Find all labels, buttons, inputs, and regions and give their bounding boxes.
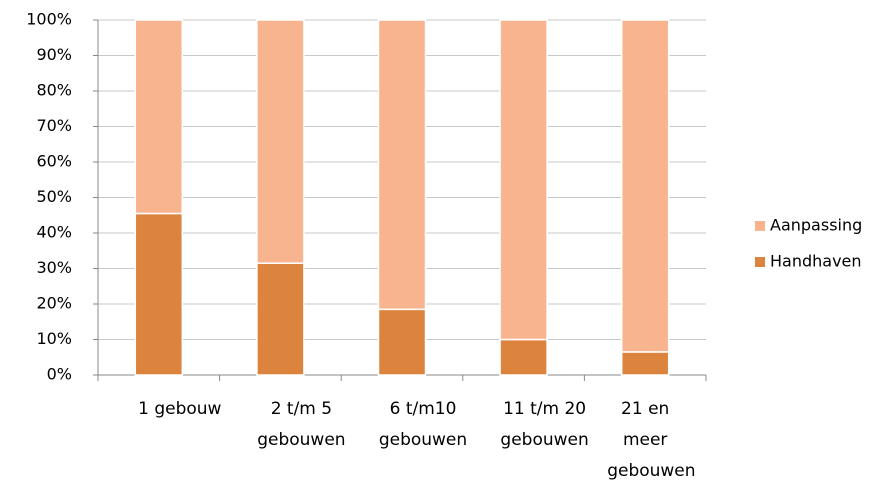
y-tick-label: 40% <box>36 223 72 242</box>
legend-swatch <box>755 221 765 231</box>
legend-swatch <box>755 257 765 267</box>
y-tick-label: 30% <box>36 258 72 277</box>
y-tick-label: 70% <box>36 116 72 135</box>
y-tick-label: 0% <box>47 365 72 384</box>
x-tick-label: 21 en meer gebouwen <box>607 399 696 481</box>
x-tick-label: 11 t/m 20 gebouwen <box>500 399 589 450</box>
bar-segment <box>499 19 548 341</box>
x-tick-label: 2 t/m 5 gebouwen <box>257 399 346 450</box>
y-tick-label: 60% <box>36 152 72 171</box>
y-tick-label: 100% <box>26 10 72 29</box>
legend-label: Aanpassing <box>770 216 862 235</box>
legend-label: Handhaven <box>770 252 862 271</box>
y-tick-label: 10% <box>36 329 72 348</box>
bar-segment <box>499 338 548 376</box>
y-tick-label: 80% <box>36 81 72 100</box>
bar-segment <box>620 19 670 353</box>
x-tick-label: 1 gebouw <box>138 399 222 419</box>
x-tick-label: 6 t/m10 gebouwen <box>378 399 468 450</box>
bar-segment <box>256 19 305 264</box>
bar-segment <box>377 19 427 311</box>
bar-segment <box>256 262 305 376</box>
y-tick-label: 20% <box>36 294 72 313</box>
y-tick-label: 90% <box>36 45 72 64</box>
bar-segment <box>134 212 184 376</box>
y-tick-label: 50% <box>36 187 72 206</box>
bar-segment <box>377 308 427 376</box>
bar-segment <box>620 351 670 376</box>
bar-segment <box>134 19 184 215</box>
